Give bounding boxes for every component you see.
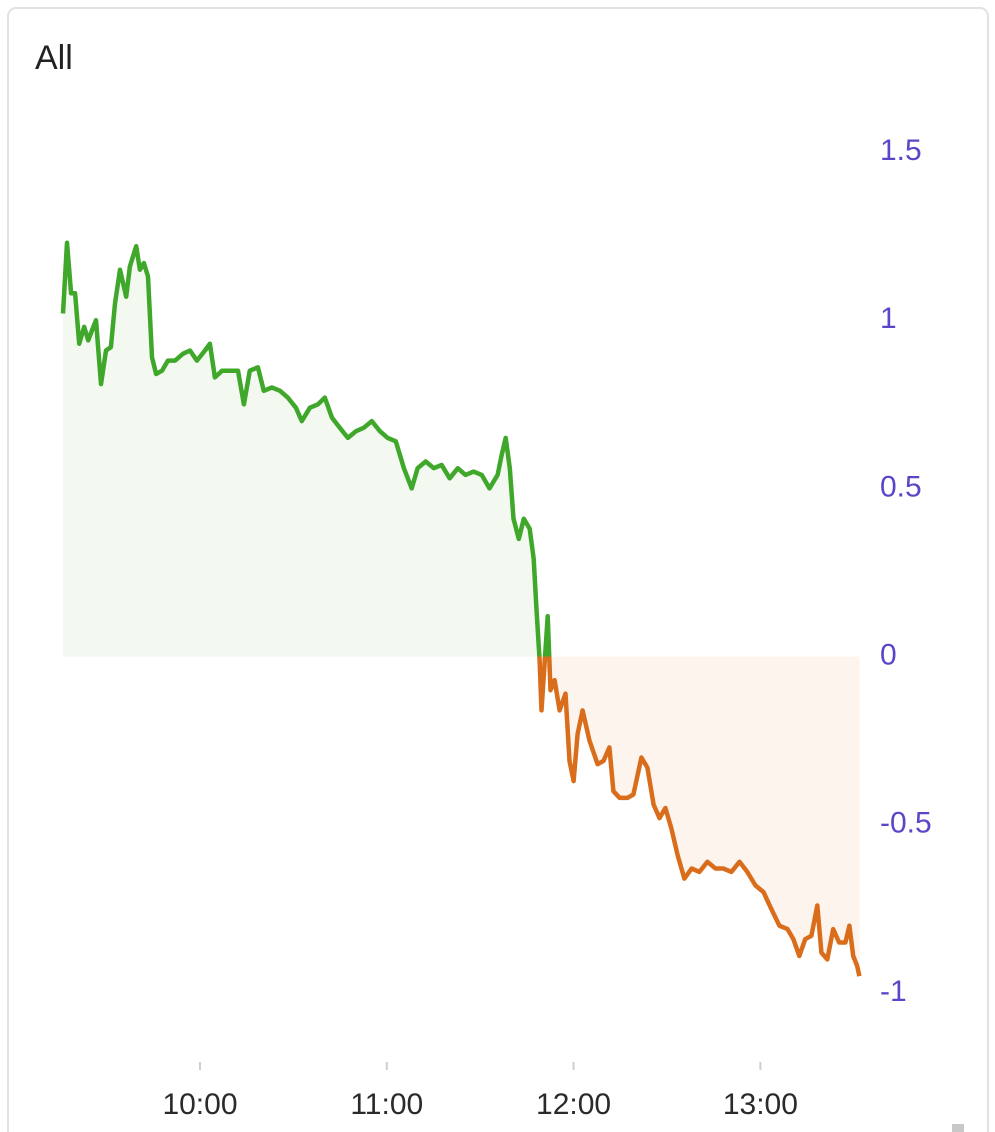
scrollbar bbox=[952, 1124, 964, 1132]
area-fill bbox=[63, 242, 860, 977]
card-title: All bbox=[35, 39, 73, 77]
x-tick-label: 13:00 bbox=[723, 1088, 798, 1121]
x-tick-label: 10:00 bbox=[162, 1088, 237, 1121]
x-tick-label: 12:00 bbox=[536, 1088, 611, 1121]
y-tick-label: 1.5 bbox=[880, 134, 922, 167]
y-tick-label: 1 bbox=[880, 302, 897, 335]
x-tick-label: 11:00 bbox=[350, 1088, 423, 1121]
y-tick-label: -0.5 bbox=[880, 807, 932, 840]
y-tick-label: 0.5 bbox=[880, 470, 922, 503]
y-tick-label: -1 bbox=[880, 975, 907, 1008]
y-tick-label: 0 bbox=[880, 639, 897, 672]
line bbox=[60, 240, 862, 977]
